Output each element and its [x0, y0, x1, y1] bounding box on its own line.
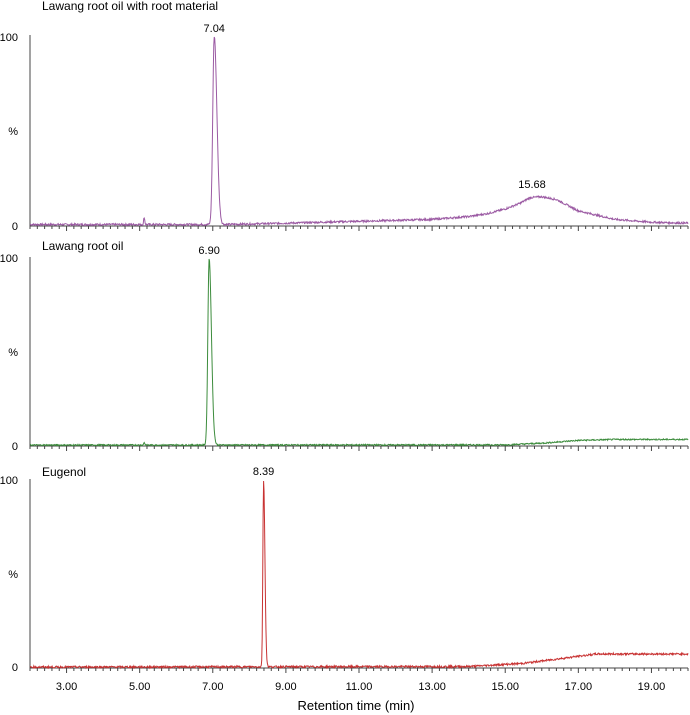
panel-1: Lawang root oil with root material 100 %… — [0, 0, 689, 233]
x-axis-title: Retention time (min) — [297, 698, 414, 713]
x-tick-label: 19.00 — [638, 681, 666, 693]
panel-1-ytick-percent: % — [8, 126, 18, 138]
panel-1-x-ticks — [29, 226, 689, 231]
x-tick-label: 11.00 — [346, 681, 373, 693]
x-tick-label: 13.00 — [418, 681, 446, 693]
panel-1-secondary-peak-label: 15.68 — [518, 179, 546, 191]
x-tick-labels: 3.00 5.00 7.00 9.00 11.00 13.00 15.00 17.00 19.0… — [56, 681, 665, 693]
panel-1-trace — [29, 36, 689, 227]
x-tick-label: 17.00 — [565, 681, 593, 693]
panel-1-title: Lawang root oil with root material — [42, 0, 218, 13]
panel-2-x-ticks — [29, 446, 689, 451]
panel-2-trace — [29, 258, 689, 448]
panel-2-ytick-100: 100 — [0, 253, 18, 265]
panel-3: Eugenol 100 % 0 8.39 — [0, 465, 689, 674]
panel-2: Lawang root oil 100 % 0 6.90 — [0, 239, 689, 453]
panel-3-ytick-100: 100 — [0, 475, 18, 487]
x-tick-label: 9.00 — [275, 681, 296, 693]
panel-3-title: Eugenol — [42, 465, 86, 479]
x-tick-label: 15.00 — [491, 681, 519, 693]
x-tick-label: 3.00 — [56, 681, 77, 693]
panel-1-ytick-0: 0 — [12, 221, 18, 233]
panel-2-peak-label: 6.90 — [198, 245, 219, 257]
panel-3-peak-label: 8.39 — [253, 466, 274, 478]
panel-3-trace — [29, 480, 689, 670]
x-tick-label: 7.00 — [202, 681, 223, 693]
panel-3-ytick-percent: % — [8, 569, 18, 581]
panel-2-title: Lawang root oil — [42, 239, 123, 253]
x-tick-label: 5.00 — [129, 681, 150, 693]
panel-3-x-ticks — [29, 668, 689, 673]
panel-2-ytick-0: 0 — [12, 441, 18, 453]
panel-1-peak-label: 7.04 — [204, 23, 225, 35]
panel-3-ytick-0: 0 — [12, 662, 18, 674]
panel-1-ytick-100: 100 — [0, 32, 18, 44]
panel-2-ytick-percent: % — [8, 347, 18, 359]
